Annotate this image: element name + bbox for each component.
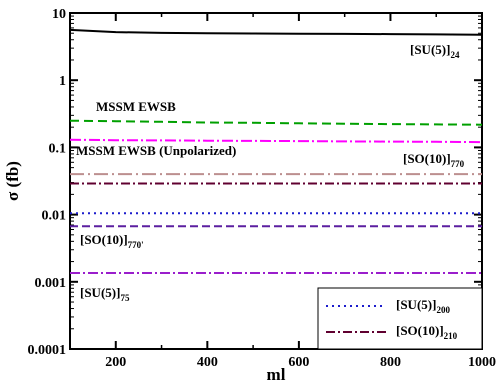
y-tick-label: 0.0001 xyxy=(28,343,67,358)
series-lines xyxy=(69,28,483,274)
y-tick-label: 0.01 xyxy=(42,209,67,224)
legend-label-su5-200: [SU(5)]200 xyxy=(396,297,450,315)
legend-box xyxy=(317,287,483,350)
series-line-mssm_unpol xyxy=(69,138,483,144)
y-tick-label: 0.001 xyxy=(35,276,67,291)
y-tick-label: 0.1 xyxy=(49,141,67,156)
plot-frame xyxy=(69,12,483,350)
legend-label-so10-210: [SO(10)]210 xyxy=(396,323,458,341)
x-tick-label: 600 xyxy=(288,355,309,370)
annotation-mssm-ewsb: MSSM EWSB xyxy=(96,99,176,114)
series-line-mssm_ewsb xyxy=(69,119,483,126)
y-tick-label: 1 xyxy=(59,74,66,89)
annotation-su5-24: [SU(5)]24 xyxy=(410,42,460,60)
annotation-so10-770-prime: [SO(10)]770' xyxy=(80,232,144,250)
x-tick-label: 1000 xyxy=(468,355,496,370)
x-axis-title: ml xyxy=(267,365,286,383)
x-tick-label: 400 xyxy=(197,355,218,370)
x-tick-label: 800 xyxy=(380,355,401,370)
y-axis-title: σ (fb) xyxy=(3,161,22,201)
annotation-su5-75: [SU(5)]75 xyxy=(80,285,130,303)
series-line-su5_24 xyxy=(69,28,483,36)
legend: [SU(5)]200 [SO(10)]210 xyxy=(317,287,483,350)
y-tick-label: 10 xyxy=(52,7,66,22)
annotation-mssm-unpolarized: MSSM EWSB (Unpolarized) xyxy=(76,143,236,158)
x-tick-label: 200 xyxy=(105,355,126,370)
annotation-so10-770: [SO(10)]770 xyxy=(403,151,465,169)
